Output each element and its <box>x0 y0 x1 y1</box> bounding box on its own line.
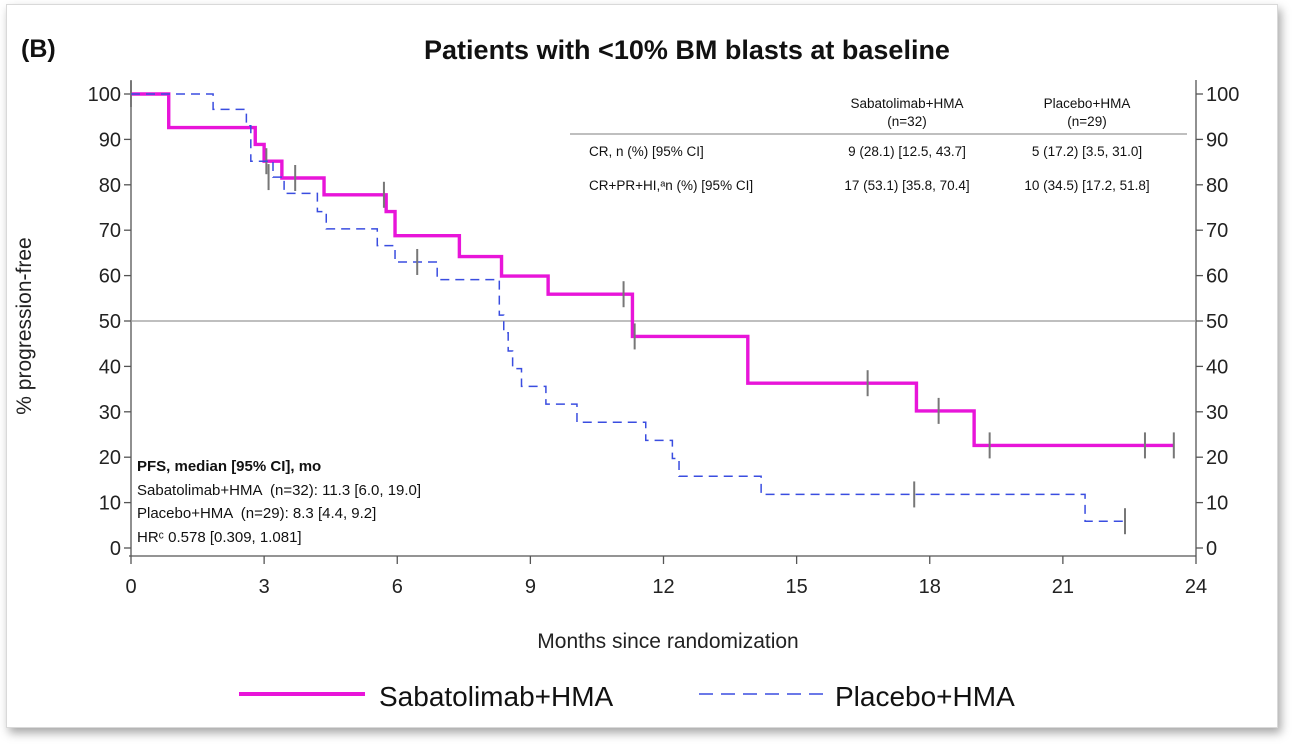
y-tick-label-right: 50 <box>1206 311 1228 333</box>
panel-label: (B) <box>21 35 56 63</box>
pfs-annotation-line-3: HRᶜ 0.578 [0.309, 1.081] <box>137 529 302 546</box>
y-tick-label-left: 50 <box>99 311 121 333</box>
pfs-annotation: PFS, median [95% CI], mo Sabatolimab+HMA… <box>137 458 421 546</box>
y-tick-label-right: 70 <box>1206 220 1228 242</box>
x-tick-label: 18 <box>919 576 941 598</box>
x-tick-label: 0 <box>125 576 136 598</box>
y-axis-label: % progression-free <box>13 237 36 414</box>
y-tick-label-left: 100 <box>88 84 121 106</box>
table-row-label-2: CR+PR+HI,ᵃn (%) [95% CI] <box>589 178 753 193</box>
series-line-sabatolimab-hma <box>131 92 1174 448</box>
y-tick-label-left: 30 <box>99 402 121 424</box>
km-chart: (B) Patients with <10% BM blasts at base… <box>13 35 1239 712</box>
table-row-2-col-1: 17 (53.1) [35.8, 70.4] <box>844 178 969 193</box>
y-tick-label-right: 40 <box>1206 356 1228 378</box>
series-sabatolimab-hma <box>130 81 1175 459</box>
figure-frame: (B) Patients with <10% BM blasts at base… <box>6 4 1278 728</box>
y-tick-label-left: 90 <box>99 129 121 151</box>
y-tick-label-left: 20 <box>99 447 121 469</box>
response-table: Sabatolimab+HMA (n=32) Placebo+HMA (n=29… <box>570 96 1187 193</box>
table-col-header-1: Sabatolimab+HMA <box>851 96 964 111</box>
y-tick-label-right: 10 <box>1206 493 1228 515</box>
x-tick-label: 15 <box>786 576 808 598</box>
series-line-placebo-hma <box>131 93 1125 522</box>
y-tick-label-left: 70 <box>99 220 121 242</box>
table-row-2-col-2: 10 (34.5) [17.2, 51.8] <box>1024 178 1149 193</box>
chart-title: Patients with <10% BM blasts at baseline <box>424 35 950 65</box>
y-tick-label-left: 40 <box>99 356 121 378</box>
x-tick-label: 6 <box>392 576 403 598</box>
series-placebo-hma <box>131 93 1126 535</box>
table-row-1-col-1: 9 (28.1) [12.5, 43.7] <box>848 144 966 159</box>
table-row-label-1: CR, n (%) [95% CI] <box>589 144 704 159</box>
y-tick-label-left: 10 <box>99 493 121 515</box>
pfs-annotation-line-2: Placebo+HMA (n=29): 8.3 [4.4, 9.2] <box>137 505 376 522</box>
y-tick-label-right: 100 <box>1206 84 1239 106</box>
y-tick-label-right: 0 <box>1206 538 1217 560</box>
x-tick-label: 12 <box>652 576 674 598</box>
x-axis-label: Months since randomization <box>537 630 798 653</box>
table-col-header-2: Placebo+HMA <box>1044 96 1131 111</box>
pfs-annotation-heading: PFS, median [95% CI], mo <box>137 458 321 475</box>
x-tick-label: 21 <box>1052 576 1074 598</box>
y-tick-label-left: 80 <box>99 175 121 197</box>
y-tick-label-left: 60 <box>99 266 121 288</box>
table-col-n-1: (n=32) <box>887 114 926 129</box>
y-tick-label-right: 20 <box>1206 447 1228 469</box>
y-tick-label-right: 60 <box>1206 266 1228 288</box>
legend-label-placebo: Placebo+HMA <box>835 681 1015 712</box>
pfs-annotation-line-1: Sabatolimab+HMA (n=32): 11.3 [6.0, 19.0] <box>137 482 421 499</box>
y-tick-label-left: 0 <box>110 538 121 560</box>
y-tick-label-right: 90 <box>1206 129 1228 151</box>
table-row-1-col-2: 5 (17.2) [3.5, 31.0] <box>1032 144 1142 159</box>
y-tick-label-right: 80 <box>1206 175 1228 197</box>
legend-label-sabatolimab: Sabatolimab+HMA <box>379 681 614 712</box>
series-layer <box>130 81 1175 535</box>
y-tick-label-right: 30 <box>1206 402 1228 424</box>
x-tick-label: 9 <box>525 576 536 598</box>
x-tick-label: 24 <box>1185 576 1207 598</box>
x-tick-label: 3 <box>259 576 270 598</box>
table-col-n-2: (n=29) <box>1067 114 1106 129</box>
legend: Sabatolimab+HMA Placebo+HMA <box>239 681 1015 712</box>
